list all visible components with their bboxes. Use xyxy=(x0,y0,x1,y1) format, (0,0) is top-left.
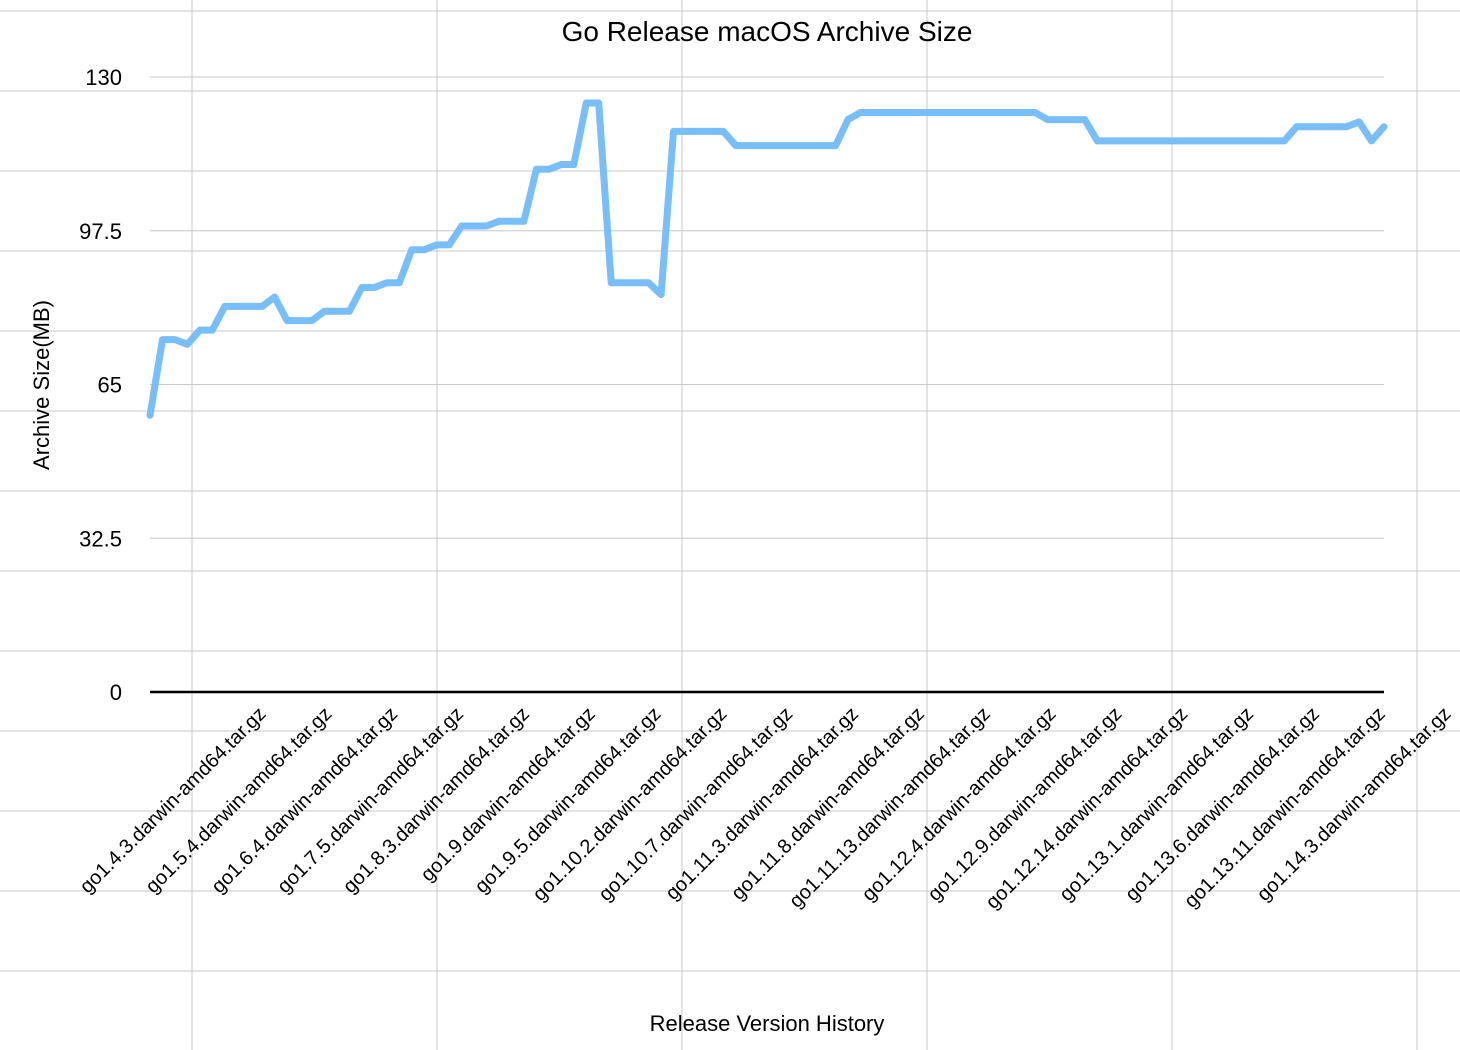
y-axis-label: Archive Size(MB) xyxy=(29,300,54,470)
x-axis-label: Release Version History xyxy=(650,1011,885,1036)
y-tick-label: 32.5 xyxy=(79,526,122,551)
y-tick-label: 130 xyxy=(85,65,122,90)
chart-title: Go Release macOS Archive Size xyxy=(562,16,973,47)
y-tick-label: 97.5 xyxy=(79,219,122,244)
y-gridlines xyxy=(150,76,1384,539)
series-line xyxy=(146,99,1388,419)
y-tick-label: 0 xyxy=(110,680,122,705)
x-tick-labels: go1.4.3.darwin-amd64.tar.gzgo1.5.4.darwi… xyxy=(76,703,1456,914)
y-tick-labels: 0 32.5 65 97.5 130 xyxy=(79,65,122,705)
y-tick-label: 65 xyxy=(98,373,122,398)
